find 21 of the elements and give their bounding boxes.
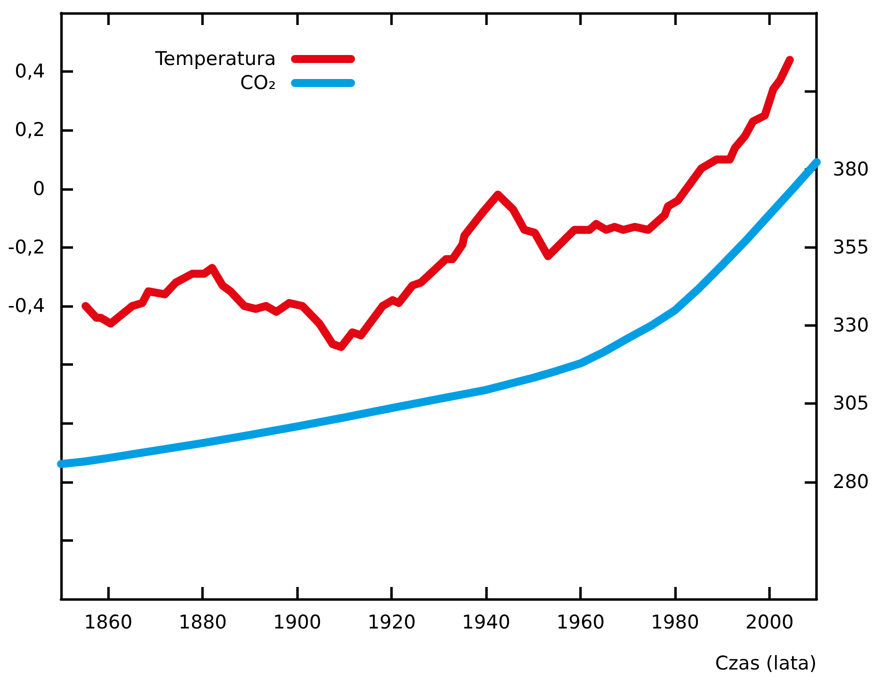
x-tick-label: 1900 bbox=[272, 612, 322, 634]
x-tick-label: 1940 bbox=[462, 612, 510, 634]
y2-tick-label: 280 bbox=[832, 470, 869, 493]
y2-tick-label: 330 bbox=[832, 314, 869, 337]
y-tick-label: 0,4 bbox=[14, 60, 45, 83]
y-tick-label: 0,2 bbox=[14, 119, 45, 142]
legend-label: Temperatura bbox=[154, 48, 276, 70]
y-tick-label: -0,2 bbox=[8, 236, 45, 258]
x-tick-label: 1880 bbox=[178, 612, 227, 634]
y2-tick-label: 305 bbox=[832, 392, 869, 415]
legend-label: CO₂ bbox=[240, 72, 276, 94]
y-tick-label: -0,4 bbox=[8, 295, 45, 317]
x-tick-label: 1980 bbox=[650, 612, 700, 634]
y2-tick-label: 380 bbox=[832, 158, 869, 180]
x-tick-label: 1860 bbox=[84, 612, 132, 634]
x-tick-label: 2000 bbox=[745, 612, 794, 634]
y-tick-label: 0 bbox=[32, 178, 45, 200]
y2-tick-label: 355 bbox=[832, 236, 869, 258]
x-axis-title: Czas (lata) bbox=[715, 652, 817, 674]
x-tick-label: 1960 bbox=[556, 612, 605, 634]
x-tick-label: 1920 bbox=[367, 612, 416, 634]
